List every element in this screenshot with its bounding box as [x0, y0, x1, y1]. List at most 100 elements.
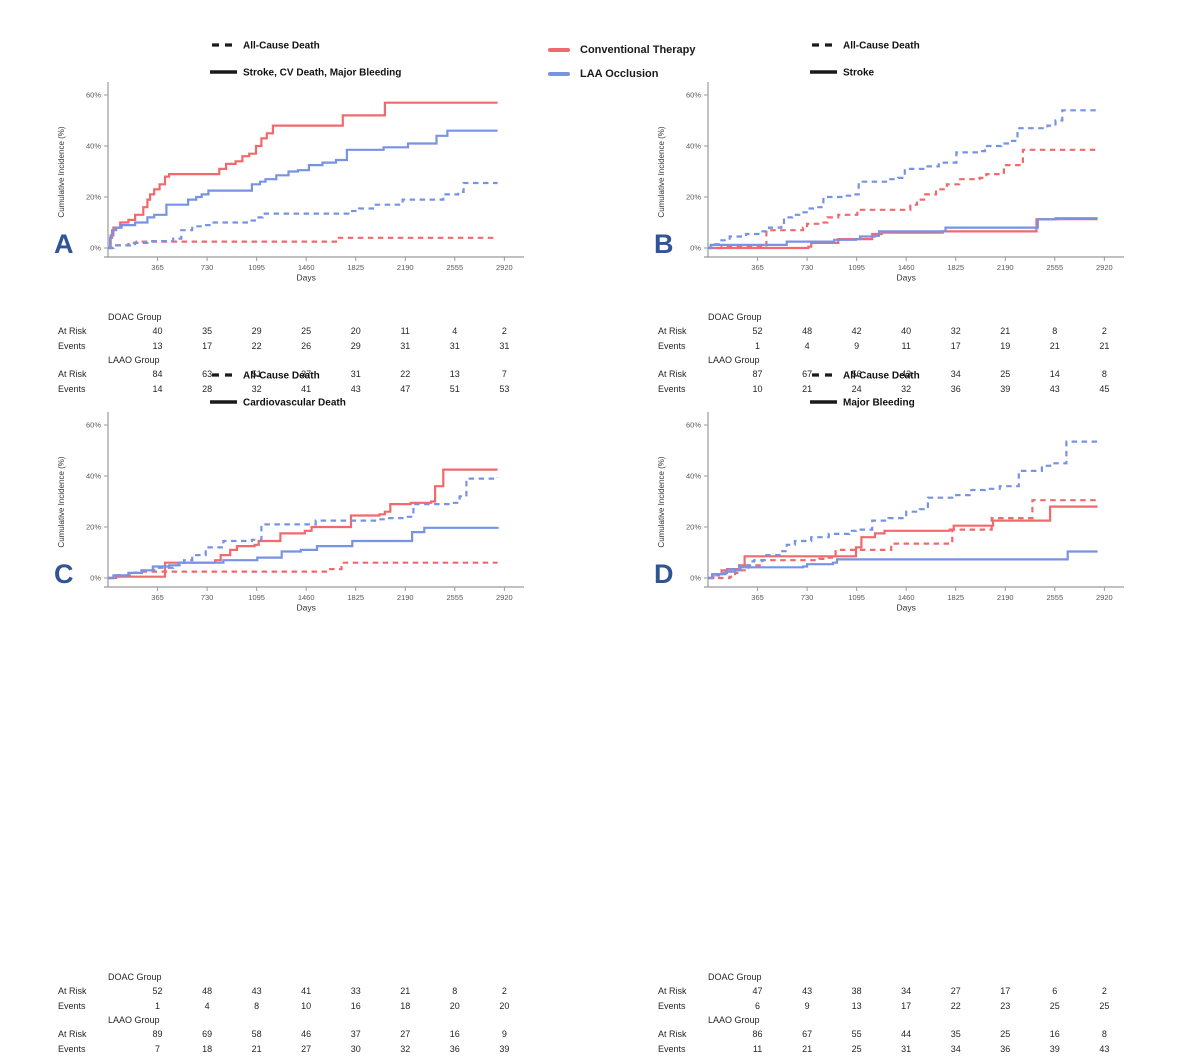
risk-cell: 22 — [251, 341, 262, 351]
risk-cell: 27 — [301, 1044, 312, 1054]
risk-cell: 31 — [350, 369, 361, 379]
risk-table-row-at-risk: At Risk 47 43 38 34 27 17 6 2 — [650, 984, 1150, 999]
risk-cell: 13 — [449, 369, 460, 379]
risk-cell: 19 — [1000, 341, 1011, 351]
y-tick-label: 20% — [86, 193, 101, 202]
risk-cell: 52 — [752, 326, 763, 336]
risk-cell: 29 — [350, 341, 361, 351]
series-conventional-therapy-cardiovascular-death — [108, 468, 498, 580]
risk-cell: 32 — [400, 1044, 411, 1054]
risk-table-row-events: Events 1 4 9 11 17 19 21 21 — [650, 339, 1150, 354]
risk-cell: 16 — [1049, 1029, 1060, 1039]
legend-solid-label: Major Bleeding — [843, 398, 915, 409]
risk-cell: 39 — [1000, 384, 1011, 394]
risk-cell: 7 — [501, 369, 507, 379]
risk-cell: 43 — [350, 384, 361, 394]
risk-group-label: DOAC Group — [108, 972, 162, 982]
risk-cell: 11 — [752, 1044, 763, 1054]
risk-table-row-at-risk: At Risk 84 63 51 37 31 22 13 7 — [50, 367, 550, 382]
x-tick-label: 2920 — [1096, 593, 1113, 602]
risk-row-label: Events — [58, 1001, 86, 1011]
risk-cell: 25 — [1099, 1001, 1110, 1011]
risk-row-label: Events — [58, 384, 86, 394]
x-tick-label: 1825 — [347, 593, 364, 602]
risk-cell: 25 — [851, 1044, 862, 1054]
risk-cell: 46 — [301, 1029, 312, 1039]
x-tick-label: 1460 — [898, 263, 915, 272]
risk-row-label: At Risk — [58, 1029, 87, 1039]
risk-row-label: Events — [658, 384, 686, 394]
x-tick-label: 1095 — [248, 593, 265, 602]
risk-row-label: At Risk — [658, 986, 687, 996]
risk-cell: 67 — [802, 369, 813, 379]
y-axis-title: Cumulative Incidence (%) — [657, 126, 666, 217]
risk-cell: 17 — [1000, 986, 1011, 996]
risk-table-group-row: DOAC Group — [50, 971, 550, 984]
x-tick-label: 1825 — [347, 263, 364, 272]
risk-table-group-row: LAAO Group — [50, 1014, 550, 1027]
legend-dashed-label: All-Cause Death — [243, 41, 320, 52]
x-tick-label: 1825 — [947, 593, 964, 602]
risk-cell: 9 — [501, 1029, 507, 1039]
risk-cell: 10 — [752, 384, 763, 394]
x-tick-label: 2920 — [1096, 263, 1113, 272]
risk-table-row-events: Events 7 18 21 27 30 32 36 39 — [50, 1042, 550, 1057]
legend-solid-label: Stroke, CV Death, Major Bleeding — [243, 68, 401, 79]
risk-cell: 32 — [901, 384, 912, 394]
x-tick-label: 1460 — [898, 593, 915, 602]
x-tick-label: 2190 — [997, 593, 1014, 602]
y-tick-label: 60% — [686, 421, 701, 430]
risk-cell: 25 — [1000, 1029, 1011, 1039]
risk-cell: 86 — [752, 1029, 763, 1039]
risk-cell: 45 — [1099, 384, 1110, 394]
risk-cell: 21 — [1000, 326, 1011, 336]
risk-cell: 20 — [449, 1001, 460, 1011]
risk-cell: 58 — [251, 1029, 262, 1039]
risk-cell: 40 — [901, 326, 912, 336]
risk-cell: 43 — [1049, 384, 1060, 394]
x-tick-label: 1095 — [848, 263, 865, 272]
risk-cell: 27 — [950, 986, 961, 996]
risk-cell: 51 — [449, 384, 460, 394]
risk-table-row-at-risk: At Risk 40 35 29 25 20 11 4 2 — [50, 324, 550, 339]
risk-cell: 37 — [301, 369, 312, 379]
risk-cell: 25 — [301, 326, 312, 336]
x-tick-label: 2555 — [446, 593, 463, 602]
risk-cell: 2 — [501, 986, 507, 996]
risk-table-group-row: LAAO Group — [50, 354, 550, 367]
series-conventional-therapy-major-bleeding — [708, 505, 1098, 580]
risk-cell: 16 — [350, 1001, 361, 1011]
series-laa-occlusion-stroke-cv-death-major-bleeding — [108, 129, 498, 250]
risk-group-label: LAAO Group — [708, 355, 760, 365]
risk-cell: 35 — [202, 326, 213, 336]
x-tick-label: 730 — [801, 263, 814, 272]
panel-A-letter: A — [54, 229, 74, 259]
risk-cell: 63 — [202, 369, 213, 379]
panel-D-letter: D — [654, 559, 674, 589]
x-tick-label: 2190 — [997, 263, 1014, 272]
risk-group-label: LAAO Group — [108, 1015, 160, 1025]
risk-table-row-events: Events 1 4 8 10 16 18 20 20 — [50, 999, 550, 1014]
panel-B-chart: 0% 20% 40% 60% 365 730 1095 1460 1825 2190 2555 292… — [657, 41, 1124, 283]
x-tick-label: 365 — [151, 263, 164, 272]
series-conventional-therapy-all-cause-death — [108, 561, 498, 580]
risk-cell: 17 — [950, 341, 961, 351]
x-axis-title: Days — [896, 273, 915, 283]
risk-cell: 33 — [350, 986, 361, 996]
risk-cell: 17 — [901, 1001, 912, 1011]
risk-cell: 31 — [449, 341, 460, 351]
risk-cell: 8 — [1101, 369, 1107, 379]
risk-cell: 31 — [901, 1044, 912, 1054]
risk-cell: 48 — [802, 326, 813, 336]
risk-cell: 4 — [204, 1001, 210, 1011]
y-tick-label: 40% — [686, 472, 701, 481]
risk-table-group-row: DOAC Group — [650, 311, 1150, 324]
risk-table-group-row: DOAC Group — [50, 311, 550, 324]
risk-row-label: At Risk — [58, 369, 87, 379]
risk-cell: 56 — [851, 369, 862, 379]
risk-cell: 55 — [851, 1029, 862, 1039]
risk-cell: 47 — [400, 384, 411, 394]
risk-cell: 67 — [802, 1029, 813, 1039]
risk-cell: 4 — [452, 326, 458, 336]
x-tick-label: 2555 — [446, 263, 463, 272]
